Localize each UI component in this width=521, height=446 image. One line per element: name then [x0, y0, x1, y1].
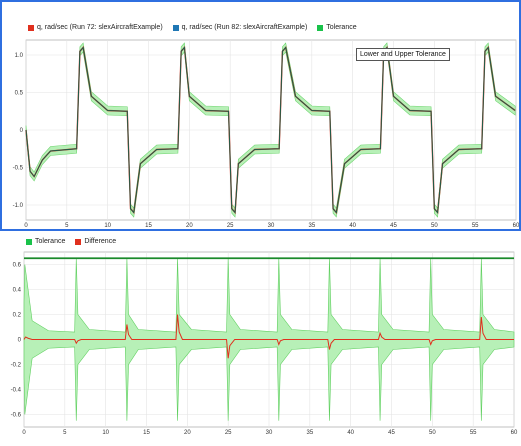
legend-label-run72: q, rad/sec (Run 72: slexAircraftExample) — [37, 24, 163, 31]
bottom-y-tick-label: 0 — [18, 338, 22, 344]
bottom-x-tick-label: 20 — [184, 430, 191, 436]
bottom-y-tick-label: 0.4 — [13, 288, 22, 294]
top-x-tick-label: 5 — [65, 223, 69, 229]
tolerance-swatch-icon — [26, 238, 32, 245]
run72-swatch-icon — [28, 24, 34, 31]
top-x-tick-label: 15 — [145, 223, 152, 229]
run82-swatch-icon — [172, 24, 179, 31]
bottom-x-tick-label: 25 — [225, 430, 232, 436]
legend-item-difference[interactable]: Difference — [75, 238, 116, 245]
bottom-x-tick-label: 55 — [470, 430, 477, 436]
top-plot-canvas[interactable]: 0 5 10 15 20 25 30 35 40 45 50 55 60 1.0 0.5 0 -0.5 -1.0 — [2, 2, 519, 229]
legend-label-tolerance: Tolerance — [326, 24, 357, 31]
top-x-tick-label: 35 — [308, 223, 315, 229]
bottom-legend: Tolerance Difference — [26, 238, 124, 247]
legend-label-tolerance-bottom: Tolerance — [35, 238, 66, 245]
run82-series-line — [25, 46, 516, 214]
top-y-tick-label: 0.5 — [15, 91, 24, 97]
bottom-x-tick-label: 40 — [347, 430, 354, 436]
top-y-tick-label: 0 — [20, 128, 24, 134]
top-x-tick-label: 30 — [268, 223, 275, 229]
bottom-x-tick-label: 60 — [511, 430, 518, 436]
legend-item-run72[interactable]: q, rad/sec (Run 72: slexAircraftExample) — [28, 24, 163, 31]
top-x-tick-label: 60 — [513, 223, 519, 229]
bottom-y-tick-label: -0.4 — [11, 388, 22, 394]
top-x-tick-label: 45 — [390, 223, 397, 229]
top-y-tick-label: -0.5 — [13, 166, 24, 172]
top-x-tick-label: 25 — [227, 223, 234, 229]
bottom-plot-canvas[interactable]: 0 5 10 15 20 25 30 35 40 45 50 55 60 0.6 0.4 0.2 0 -0.2 -0… — [0, 232, 521, 446]
bottom-y-tick-label: -0.2 — [11, 363, 22, 369]
legend-item-tolerance-bottom[interactable]: Tolerance — [26, 238, 65, 245]
top-plot-panel[interactable]: q, rad/sec (Run 72: slexAircraftExample)… — [0, 0, 521, 231]
top-x-tick-label: 50 — [431, 223, 438, 229]
bottom-x-tick-label: 30 — [266, 430, 273, 436]
top-x-tick-label: 10 — [104, 223, 111, 229]
bottom-x-tick-label: 45 — [388, 430, 395, 436]
bottom-y-tick-label: 0.6 — [13, 263, 22, 269]
tolerance-swatch-icon — [317, 24, 324, 31]
top-x-tick-label: 55 — [472, 223, 479, 229]
bottom-x-tick-label: 0 — [22, 430, 26, 436]
top-y-tick-label: 1.0 — [15, 53, 24, 59]
top-x-tick-label: 0 — [24, 223, 28, 229]
bottom-x-tick-label: 10 — [102, 430, 109, 436]
top-x-tick-label: 20 — [186, 223, 193, 229]
bottom-x-tick-label: 15 — [143, 430, 150, 436]
bottom-x-tick-label: 50 — [429, 430, 436, 436]
legend-label-run82: q, rad/sec (Run 82: slexAircraftExample) — [181, 24, 308, 31]
top-y-tick-label: -1.0 — [13, 203, 24, 209]
bottom-plot-panel[interactable]: Tolerance Difference 0 5 10 15 20 25 30 35 40 45 5… — [0, 232, 521, 446]
bottom-y-tick-label: -0.6 — [11, 413, 22, 419]
bottom-x-tick-label: 5 — [63, 430, 67, 436]
top-x-tick-label: 40 — [349, 223, 356, 229]
legend-label-difference: Difference — [84, 238, 117, 245]
bottom-x-tick-label: 35 — [306, 430, 313, 436]
difference-series-line — [23, 314, 514, 359]
top-legend: q, rad/sec (Run 72: slexAircraftExample)… — [28, 24, 365, 33]
legend-item-tolerance[interactable]: Tolerance — [317, 24, 357, 31]
bottom-y-tick-label: 0.2 — [13, 313, 22, 319]
legend-item-run82[interactable]: q, rad/sec (Run 82: slexAircraftExample) — [172, 24, 308, 31]
tolerance-tooltip: Lower and Upper Tolerance — [356, 48, 450, 61]
difference-swatch-icon — [75, 238, 82, 245]
